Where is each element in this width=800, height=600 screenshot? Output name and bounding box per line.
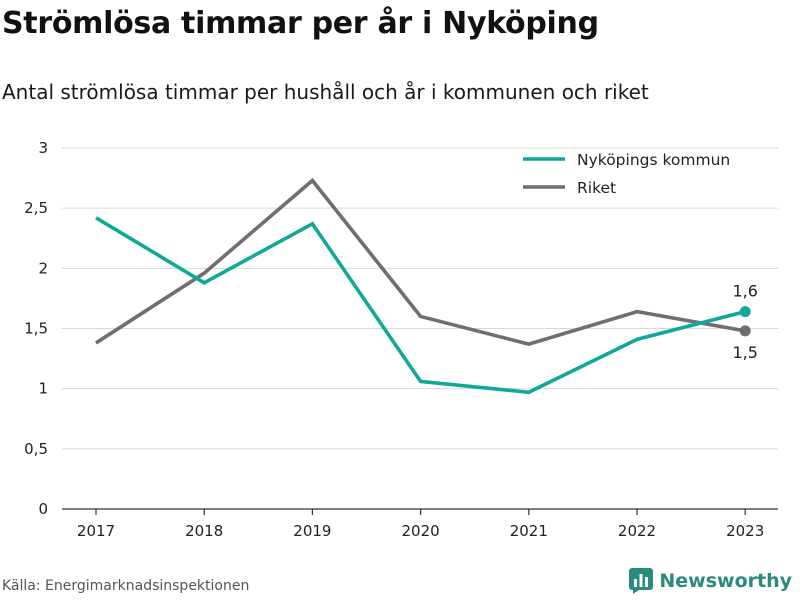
x-tick-label: 2017 [77,522,115,540]
chart-subtitle: Antal strömlösa timmar per hushåll och å… [2,80,649,104]
source-note: Källa: Energimarknadsinspektionen [2,578,250,594]
x-tick-label: 2022 [618,522,656,540]
y-tick-label: 0,5 [24,440,48,458]
y-tick-label: 2,5 [24,199,48,217]
legend: Nyköpings kommun Riket [523,151,730,197]
y-axis-ticks: 0 0,5 1 1,5 2 2,5 3 [24,139,48,518]
end-label-kommun: 1,6 [732,282,757,301]
chart-title: Strömlösa timmar per år i Nyköping [2,6,599,41]
x-tick-label: 2019 [293,522,331,540]
y-tick-label: 1,5 [24,320,48,338]
grid-lines [62,147,778,450]
brand-name: Newsworthy [659,570,792,592]
y-tick-label: 1 [38,380,48,398]
legend-label-riket: Riket [577,179,616,197]
x-tick-label: 2020 [402,522,440,540]
end-point-riket [739,325,751,337]
x-tick-label: 2023 [726,522,764,540]
x-tick-label: 2018 [185,522,223,540]
legend-label-kommun: Nyköpings kommun [577,151,730,169]
end-point-kommun [739,306,751,318]
y-tick-label: 0 [38,500,48,518]
end-value-labels: 1,6 1,5 [732,282,757,362]
series-lines [95,177,751,395]
x-axis-ticks: 2017 2018 2019 2020 2021 2022 2023 [77,509,764,540]
end-label-riket: 1,5 [732,343,757,362]
y-tick-label: 3 [38,139,48,157]
y-tick-label: 2 [38,259,48,277]
series-line-riket [95,177,746,347]
x-tick-label: 2021 [510,522,548,540]
brand-logo[interactable]: Newsworthy [629,568,792,594]
bar-chart-logo-icon [629,568,654,594]
series-line-kommun [95,216,746,395]
